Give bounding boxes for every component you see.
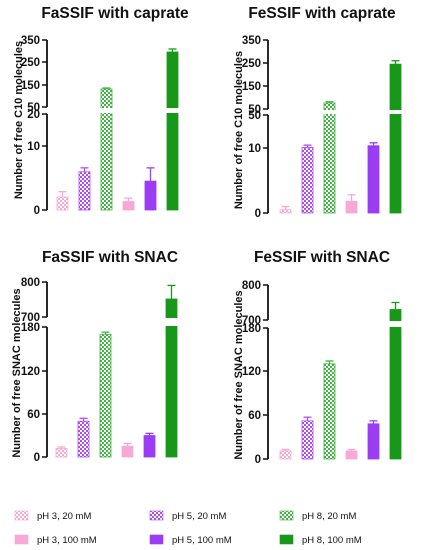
panel-title: FeSSIF with SNAC bbox=[254, 249, 390, 266]
bar-break-gap bbox=[165, 318, 178, 326]
bar-5 bbox=[367, 423, 380, 460]
bar-6 bbox=[389, 309, 402, 460]
bar-3 bbox=[323, 363, 336, 460]
y-tick-label: 60 bbox=[248, 410, 261, 422]
y-tick-label: 10 bbox=[27, 141, 40, 153]
legend-swatch bbox=[279, 510, 294, 521]
bar-1 bbox=[279, 209, 292, 214]
bar-3 bbox=[100, 88, 113, 211]
legend-swatch bbox=[149, 510, 164, 521]
bar-4 bbox=[122, 201, 135, 211]
chart-legend: pH 3, 20 mM pH 5, 20 mM pH 8, 20 mM pH 3, 1… bbox=[14, 510, 362, 546]
panel-title: FaSSIF with SNAC bbox=[42, 249, 178, 266]
y-tick-label: 250 bbox=[242, 58, 261, 70]
bar-4 bbox=[345, 450, 358, 460]
legend-item-2: pH 5, 20 mM bbox=[149, 510, 226, 522]
y-tick-label: 50 bbox=[248, 110, 261, 122]
bar-break-gap bbox=[323, 110, 336, 114]
legend-label: pH 5, 100 mM bbox=[172, 535, 232, 546]
chart-panel-1: FaSSIF with caprate Number of free C10 mo… bbox=[13, 5, 189, 217]
legend-swatch bbox=[149, 534, 164, 545]
bar-2 bbox=[301, 420, 314, 460]
y-tick-label: 50 bbox=[27, 102, 40, 114]
legend-swatch bbox=[279, 534, 294, 545]
legend-label: pH 8, 20 mM bbox=[302, 511, 356, 522]
bar-4 bbox=[345, 200, 358, 214]
y-tick-label: 150 bbox=[21, 80, 40, 92]
bar-1 bbox=[279, 450, 292, 460]
legend-swatch bbox=[14, 534, 29, 545]
bar-1 bbox=[56, 196, 69, 211]
bar-5 bbox=[143, 435, 156, 458]
bar-5 bbox=[144, 180, 157, 211]
legend-label: pH 3, 100 mM bbox=[37, 535, 97, 546]
bar-break-gap bbox=[389, 321, 402, 327]
y-tick-label: 120 bbox=[242, 366, 261, 378]
legend-label: pH 5, 20 mM bbox=[172, 511, 226, 522]
legend-item-6: pH 8, 100 mM bbox=[279, 534, 362, 546]
bar-break-gap bbox=[389, 110, 402, 114]
legend-item-1: pH 3, 20 mM bbox=[14, 510, 91, 522]
y-tick-label: 350 bbox=[21, 35, 40, 47]
y-axis-label: Number of free SNAC molecules bbox=[11, 288, 23, 457]
legend-item-3: pH 8, 20 mM bbox=[279, 510, 356, 522]
legend-swatch bbox=[14, 510, 29, 521]
bar-2 bbox=[301, 147, 314, 214]
bar-break-gap bbox=[166, 108, 179, 113]
y-tick-label: 250 bbox=[21, 57, 40, 69]
y-axis-label: Number of free C10 molecules bbox=[233, 51, 245, 209]
bar-3 bbox=[323, 102, 336, 214]
panel-title: FaSSIF with caprate bbox=[41, 5, 189, 22]
y-tick-label: 350 bbox=[242, 35, 261, 47]
panel-title: FeSSIF with caprate bbox=[248, 5, 396, 22]
bar-1 bbox=[55, 447, 68, 458]
y-tick-label: 50 bbox=[248, 104, 261, 116]
chart-panels: FaSSIF with caprate Number of free C10 mo… bbox=[11, 5, 402, 466]
y-tick-label: 60 bbox=[27, 409, 40, 421]
bar-4 bbox=[121, 445, 134, 458]
y-tick-label: 800 bbox=[21, 277, 40, 289]
bar-break-gap bbox=[100, 108, 113, 113]
legend-item-5: pH 5, 100 mM bbox=[149, 534, 232, 546]
y-tick-label: 10 bbox=[248, 143, 261, 155]
y-tick-label: 120 bbox=[21, 366, 40, 378]
chart-panel-2: FeSSIF with caprate Number of free C10 mo… bbox=[233, 5, 402, 220]
y-tick-label: 20 bbox=[27, 109, 40, 121]
bar-6 bbox=[166, 51, 179, 211]
y-tick-label: 0 bbox=[34, 452, 40, 464]
y-axis-label: Number of free SNAC molecules bbox=[233, 290, 245, 459]
bar-3 bbox=[99, 333, 112, 458]
y-tick-label: 700 bbox=[21, 312, 40, 324]
y-tick-label: 180 bbox=[21, 322, 40, 334]
chart-panel-3: FaSSIF with SNAC Number of free SNAC mole… bbox=[11, 249, 178, 464]
y-tick-label: 0 bbox=[34, 205, 40, 217]
y-tick-label: 0 bbox=[255, 454, 261, 466]
y-tick-label: 0 bbox=[255, 208, 261, 220]
legend-item-4: pH 3, 100 mM bbox=[14, 534, 97, 546]
chart-panel-4: FeSSIF with SNAC Number of free SNAC mole… bbox=[233, 249, 402, 466]
y-tick-label: 150 bbox=[242, 81, 261, 93]
bar-6 bbox=[389, 63, 402, 214]
y-axis-label: Number of free C10 molecules bbox=[13, 41, 25, 199]
y-tick-label: 700 bbox=[242, 315, 261, 327]
legend-label: pH 3, 20 mM bbox=[37, 511, 91, 522]
bar-2 bbox=[78, 171, 91, 211]
bar-2 bbox=[77, 420, 90, 458]
bar-5 bbox=[367, 145, 380, 214]
y-tick-label: 180 bbox=[242, 323, 261, 335]
legend-label: pH 8, 100 mM bbox=[302, 535, 362, 546]
y-tick-label: 800 bbox=[242, 280, 261, 292]
